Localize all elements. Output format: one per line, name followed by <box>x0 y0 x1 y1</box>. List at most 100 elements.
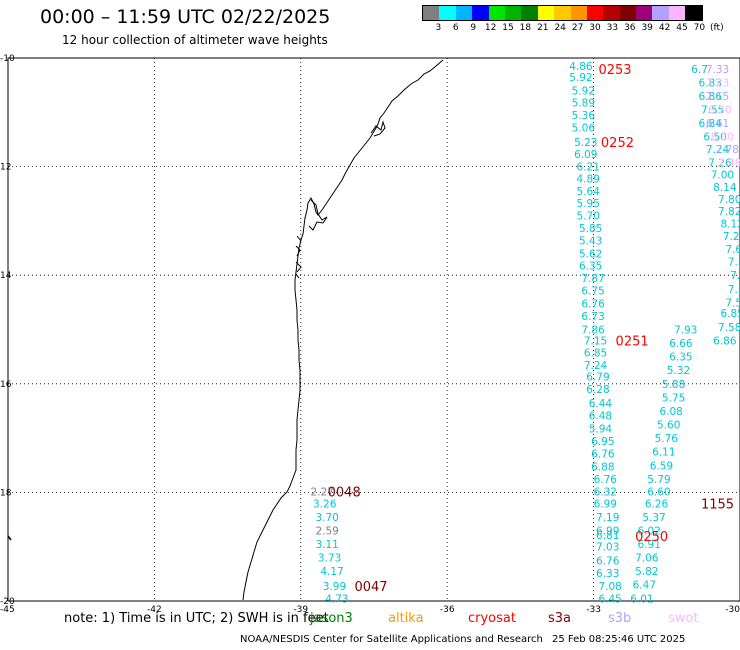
legend-label: 18 <box>519 23 532 33</box>
wave-height-value: 3.70 <box>315 512 338 524</box>
wave-height-value: 7.82 <box>718 206 740 218</box>
wave-height-value: 7.03 <box>596 542 619 554</box>
wave-height-value: 7.15 <box>584 335 607 347</box>
y-tick-label: 16 <box>0 380 12 390</box>
legend-label: 36 <box>624 23 636 33</box>
x-tick-label: -39 <box>293 605 308 615</box>
legend-label: 24 <box>554 23 566 33</box>
legend-swatch <box>554 6 571 20</box>
coast-inlet <box>308 199 328 231</box>
wave-height-value: 6.11 <box>652 447 675 459</box>
legend-label: 42 <box>658 23 671 33</box>
legend-swatch <box>685 6 702 20</box>
legend-swatch <box>504 6 522 20</box>
coastline <box>242 59 444 601</box>
wave-height-value: 6.59 <box>650 460 673 472</box>
wave-height-value: 6.88 <box>591 461 614 473</box>
wave-height-value: 5.37 <box>642 512 665 524</box>
wave-height-value: 7.20 <box>730 270 740 282</box>
wave-height-value: 6.99 <box>596 525 619 537</box>
wave-height-value: 7.54 <box>728 257 740 269</box>
wave-height-value: 7.58 <box>728 284 740 296</box>
wave-height-value: 6.85 <box>720 308 740 320</box>
wave-height-value: 6.33 <box>596 568 619 580</box>
wave-height-value: 7.65 <box>725 244 740 256</box>
wave-height-value: 7.24 <box>584 360 608 372</box>
wave-height-value: 5.60 <box>657 420 680 432</box>
legend-label: 45 <box>676 23 688 33</box>
wave-height-value: 6.86 <box>713 335 737 347</box>
y-tick-label: 18 <box>0 488 12 498</box>
track-time-label: 0253 <box>598 63 631 78</box>
wave-height-value: 7.15 <box>706 91 729 103</box>
wave-height-value: 4.17 <box>320 566 343 578</box>
legend-label: 27 <box>571 23 584 33</box>
satellite-legend-item: s3a <box>548 611 572 626</box>
wave-height-value: 4.73 <box>325 593 348 605</box>
plot-frame <box>7 57 740 602</box>
legend-label: 30 <box>589 23 601 33</box>
wave-height-value: 5.79 <box>647 474 670 486</box>
color-legend: 3 6 9 12 15 18 21 24 27 30 33 36 39 42 45 70 (ft) <box>422 5 724 33</box>
legend-labels: 3 6 9 12 15 18 21 24 27 30 33 36 39 42 45 70 (ft) <box>422 21 724 33</box>
wave-height-value: 3.11 <box>315 539 338 551</box>
wave-height-value: 5.92 <box>569 72 592 84</box>
legend-swatch <box>423 6 440 20</box>
wave-height-value: 5.06 <box>572 123 596 135</box>
x-tick-label: -33 <box>586 605 601 615</box>
wave-height-value: 5.76 <box>655 433 679 445</box>
wave-height-value: 6.26 <box>645 498 669 510</box>
y-tick-label: 12 <box>0 163 11 173</box>
x-tick-label: -30 <box>725 605 740 615</box>
wave-height-value: 8.14 <box>713 182 737 194</box>
legend-label: 3 <box>435 23 442 33</box>
wave-height-value: 6.66 <box>669 338 693 350</box>
wave-height-value: 7.86 <box>581 325 605 337</box>
wave-height-value: 5.32 <box>667 365 690 377</box>
wave-height-value: 6.76 <box>594 474 618 486</box>
wave-height-value: 6.45 <box>598 593 621 605</box>
wave-height-value: 6.95 <box>591 436 614 448</box>
wave-height-value: 6.76 <box>596 555 620 567</box>
wave-height-value: 4.89 <box>577 174 600 186</box>
wave-height-value: 7.58 <box>718 322 740 334</box>
legend-swatch <box>455 6 473 20</box>
wave-height-value: 6.61 <box>706 118 729 130</box>
wave-height-value: 6.73 <box>581 311 604 323</box>
y-tick-label: -10 <box>0 54 15 64</box>
wave-height-value: 7.24 <box>706 144 730 156</box>
wave-height-value: 7.06 <box>635 553 659 565</box>
wave-height-value: 6.08 <box>659 406 682 418</box>
wave-height-value: 5.64 <box>577 186 601 198</box>
track-time-label: 1155 <box>701 497 734 512</box>
track-labels: 0253 0252 0251 0250 0048 0047 1155 <box>328 63 734 595</box>
wave-height-value: 6.50 <box>703 132 726 144</box>
satellite-legend-item: altika <box>388 611 424 626</box>
bay-inlet <box>370 120 386 137</box>
legend-swatch <box>652 6 669 20</box>
wave-height-value: 5.43 <box>579 235 602 247</box>
legend-label: 33 <box>606 23 619 33</box>
legend-swatch <box>472 6 489 20</box>
legend-swatch <box>668 6 686 20</box>
wave-height-value: 7.00 <box>711 170 734 182</box>
satellite-legend-item: jason3 <box>310 611 353 626</box>
wave-height-value: 6.60 <box>647 486 670 498</box>
wave-height-value: 5.92 <box>572 86 595 98</box>
satellite-legend-item: s3b <box>608 611 632 626</box>
y-tick-label: -20 <box>0 597 15 607</box>
wave-height-value: 3.73 <box>318 553 341 565</box>
wave-height-value: 7.33 <box>706 64 729 76</box>
wave-height-value: 7.08 <box>598 581 621 593</box>
map-subtitle: 12 hour collection of altimeter wave hei… <box>62 33 328 47</box>
x-tick-label: -36 <box>440 605 455 615</box>
wave-height-value: 6.91 <box>638 539 661 551</box>
wave-height-points: 4.865.925.925.895.365.065.236.096.214.89… <box>311 61 740 605</box>
x-tick-label: -45 <box>0 605 15 615</box>
footer-timestamp: 25 Feb 08:25:46 UTC 2025 <box>552 634 686 645</box>
track-time-label: 0250 <box>635 530 668 545</box>
grid-lines <box>8 58 740 601</box>
wave-height-value: 5.85 <box>579 223 602 235</box>
legend-swatch <box>619 6 637 20</box>
wave-height-value: 6.84 <box>699 118 723 130</box>
